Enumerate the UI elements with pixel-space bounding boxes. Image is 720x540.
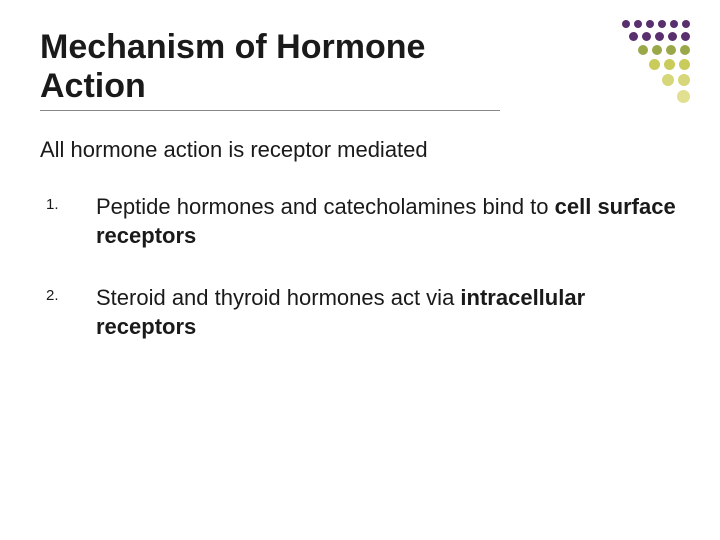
list-text-pre: Peptide hormones and catecholamines bind… (96, 194, 555, 219)
decoration-dot (668, 32, 677, 41)
dot-row (620, 57, 692, 72)
dot-decoration (620, 18, 692, 105)
decoration-dot (634, 20, 642, 28)
list-item: 2. Steroid and thyroid hormones act via … (40, 284, 680, 341)
dot-row (620, 72, 692, 88)
decoration-dot (642, 32, 651, 41)
dot-row (620, 18, 692, 30)
decoration-dot (664, 59, 675, 70)
slide-container: Mechanism of Hormone Action All hormone … (0, 0, 720, 540)
slide-title: Mechanism of Hormone Action (40, 28, 500, 111)
decoration-dot (629, 32, 638, 41)
decoration-dot (670, 20, 678, 28)
decoration-dot (652, 45, 662, 55)
decoration-dot (649, 59, 660, 70)
list-marker: 2. (46, 286, 59, 306)
list-text-pre: Steroid and thyroid hormones act via (96, 285, 460, 310)
decoration-dot (622, 20, 630, 28)
decoration-dot (658, 20, 666, 28)
decoration-dot (666, 45, 676, 55)
list-marker: 1. (46, 195, 59, 215)
decoration-dot (655, 32, 664, 41)
decoration-dot (678, 74, 690, 86)
decoration-dot (646, 20, 654, 28)
list-item: 1. Peptide hormones and catecholamines b… (40, 193, 680, 250)
decoration-dot (680, 45, 690, 55)
dot-row (620, 88, 692, 105)
decoration-dot (681, 32, 690, 41)
decoration-dot (662, 74, 674, 86)
numbered-list: 1. Peptide hormones and catecholamines b… (40, 193, 680, 341)
decoration-dot (677, 90, 690, 103)
decoration-dot (638, 45, 648, 55)
intro-text: All hormone action is receptor mediated (40, 137, 680, 163)
decoration-dot (679, 59, 690, 70)
decoration-dot (682, 20, 690, 28)
dot-row (620, 43, 692, 57)
dot-row (620, 30, 692, 43)
